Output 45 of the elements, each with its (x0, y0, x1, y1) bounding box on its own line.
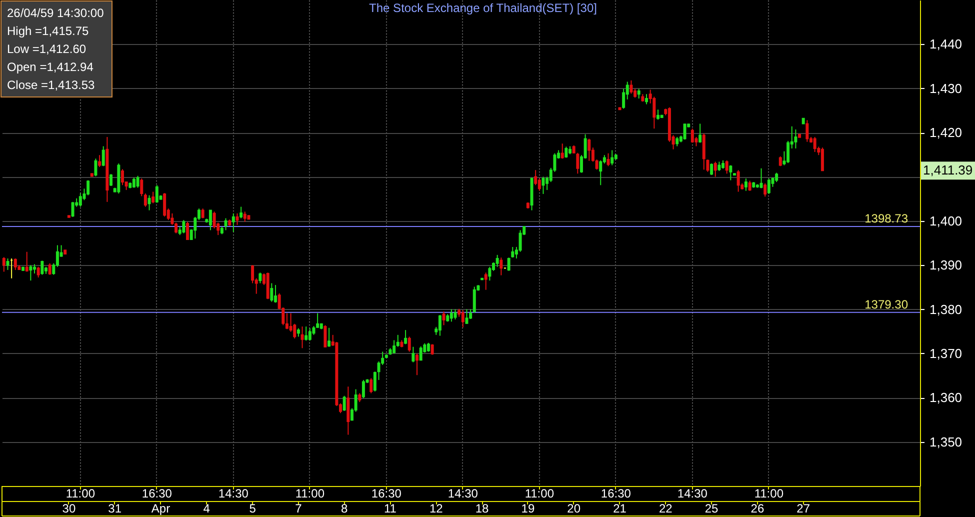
annotation: Close =1,413.53 (7, 78, 96, 92)
ref-line-label: 1398.73 (864, 212, 908, 226)
x-tick-label: 25 (704, 502, 719, 516)
x-tick-label: 30 (62, 502, 76, 516)
x-tick-label: Apr (151, 502, 170, 516)
x-tick-label: 5 (249, 502, 256, 516)
x-tick-label: 11 (384, 502, 397, 516)
x-tick-label: 31 (108, 502, 122, 516)
text: 1,411.39 (923, 162, 973, 178)
y-tick-label: 1,440 (930, 36, 962, 52)
y-tick-label: 1,390 (930, 258, 962, 273)
x-tick-label: 20 (567, 502, 581, 516)
x-tick-label: 8 (340, 502, 348, 516)
x-tick-label: 11:00 (754, 486, 784, 500)
y-tick-label: 1,430 (930, 80, 962, 96)
y-tick-label: 1,380 (930, 302, 962, 317)
x-tick-label: 21 (613, 502, 627, 516)
x-tick-label: 27 (796, 502, 810, 516)
y-tick-label: 1,400 (930, 213, 962, 228)
x-tick-label: 19 (521, 502, 535, 516)
y-tick-label: 1,350 (930, 434, 962, 450)
x-tick-label: 11:00 (66, 486, 96, 500)
ref-line-label: 1379.30 (864, 297, 908, 312)
x-tick-label: 26 (750, 502, 764, 516)
y-tick-label: 1,420 (930, 125, 962, 140)
x-tick-label: 14:30 (218, 486, 249, 500)
x-tick-label: 18 (475, 502, 490, 516)
x-tick-label: 14:30 (448, 486, 478, 500)
annotation: 26/04/59 14:30:00 (7, 6, 104, 20)
y-tick-label: 1,360 (930, 390, 962, 406)
x-tick-label: 7 (295, 502, 302, 516)
x-tick-label: 14:30 (677, 486, 708, 500)
x-tick-label: 12 (429, 502, 444, 516)
x-tick-label: 16:30 (371, 486, 402, 500)
annotation: Low =1,412.60 (7, 42, 86, 56)
x-tick-label: 22 (658, 502, 673, 516)
annotation: Open =1,412.94 (7, 60, 94, 74)
x-tick-label: 16:30 (142, 486, 172, 500)
x-tick-label: 11:00 (295, 486, 325, 500)
annotation: High =1,415.75 (7, 24, 90, 38)
y-tick-label: 1,370 (930, 346, 962, 361)
chart-title: The Stock Exchange of Thailand(SET) [30] (369, 1, 597, 15)
x-tick-label: 11:00 (524, 486, 554, 500)
x-tick-label: 4 (203, 502, 210, 516)
x-tick-label: 16:30 (600, 486, 632, 500)
